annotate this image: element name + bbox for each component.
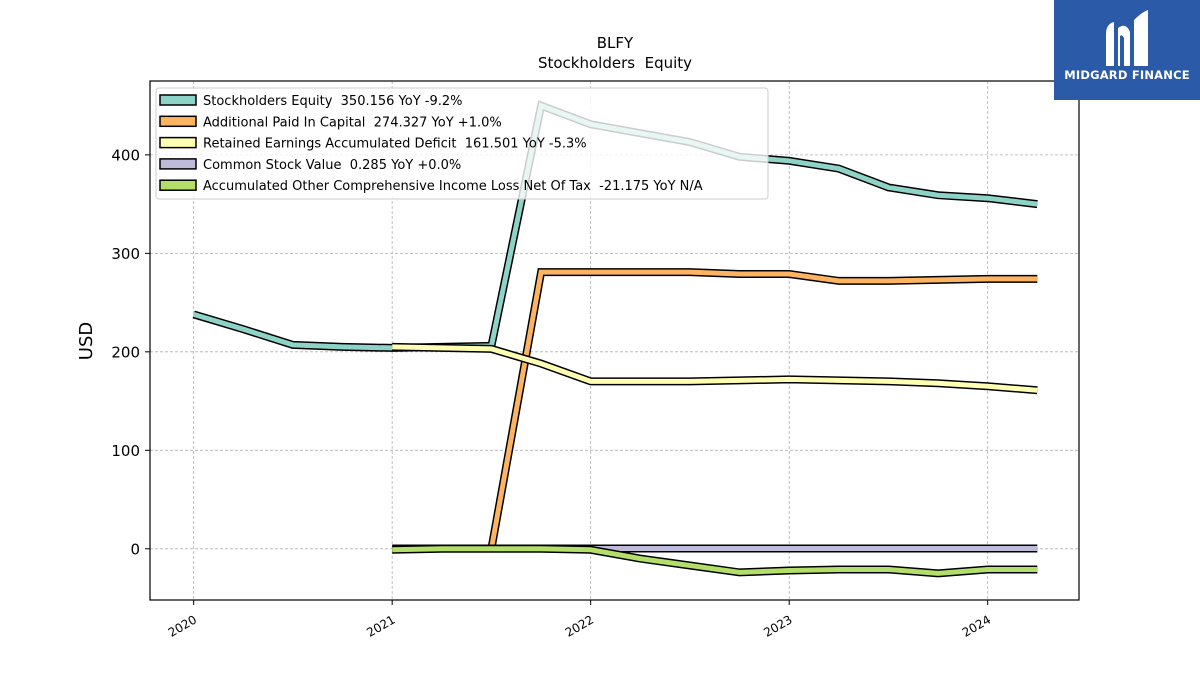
y-tick-label: 100 [111, 442, 140, 460]
y-tick-label: 400 [111, 146, 140, 164]
series-line-5 [392, 544, 1038, 578]
legend-box [155, 87, 769, 200]
legend-label: Retained Earnings Accumulated Deficit 16… [203, 137, 587, 152]
series-line-fill [488, 269, 1038, 550]
legend-label: Additional Paid In Capital 274.327 YoY +… [203, 115, 502, 130]
series-line-fill [392, 546, 1038, 576]
y-tick-label: 0 [130, 540, 140, 558]
series-line-2 [487, 268, 1038, 550]
chart-subtitle: Stockholders Equity [538, 54, 692, 72]
series-line-3 [392, 342, 1038, 395]
x-tick-label: 2023 [761, 612, 794, 639]
legend-swatch [159, 136, 197, 149]
y-axis-label: USD [76, 322, 97, 360]
legend-label: Accumulated Other Comprehensive Income L… [203, 179, 703, 194]
x-tick-label: 2020 [166, 612, 199, 639]
x-tick-label: 2024 [960, 612, 993, 639]
x-tick-label: 2021 [364, 612, 397, 639]
plot-frame [149, 80, 1080, 601]
series-line-outline [487, 268, 1038, 550]
legend-swatch [159, 115, 197, 128]
x-tick-label: 2022 [563, 612, 596, 639]
series-line-fill [392, 344, 1038, 393]
legend-label: Common Stock Value 0.285 YoY +0.0% [203, 158, 461, 173]
legend-swatch [159, 158, 197, 170]
midgard-finance-logo: MIDGARD FINANCE [1054, 0, 1200, 100]
y-tick-label: 300 [111, 245, 140, 263]
legend-swatch [159, 94, 197, 106]
legend-swatch [159, 179, 197, 191]
chart-title: BLFY [597, 34, 634, 52]
legend-label: Stockholders Equity 350.156 YoY -9.2% [203, 94, 463, 109]
logo-mark-icon [1106, 10, 1148, 66]
logo-text: MIDGARD FINANCE [1064, 68, 1190, 82]
y-tick-label: 200 [111, 343, 140, 361]
